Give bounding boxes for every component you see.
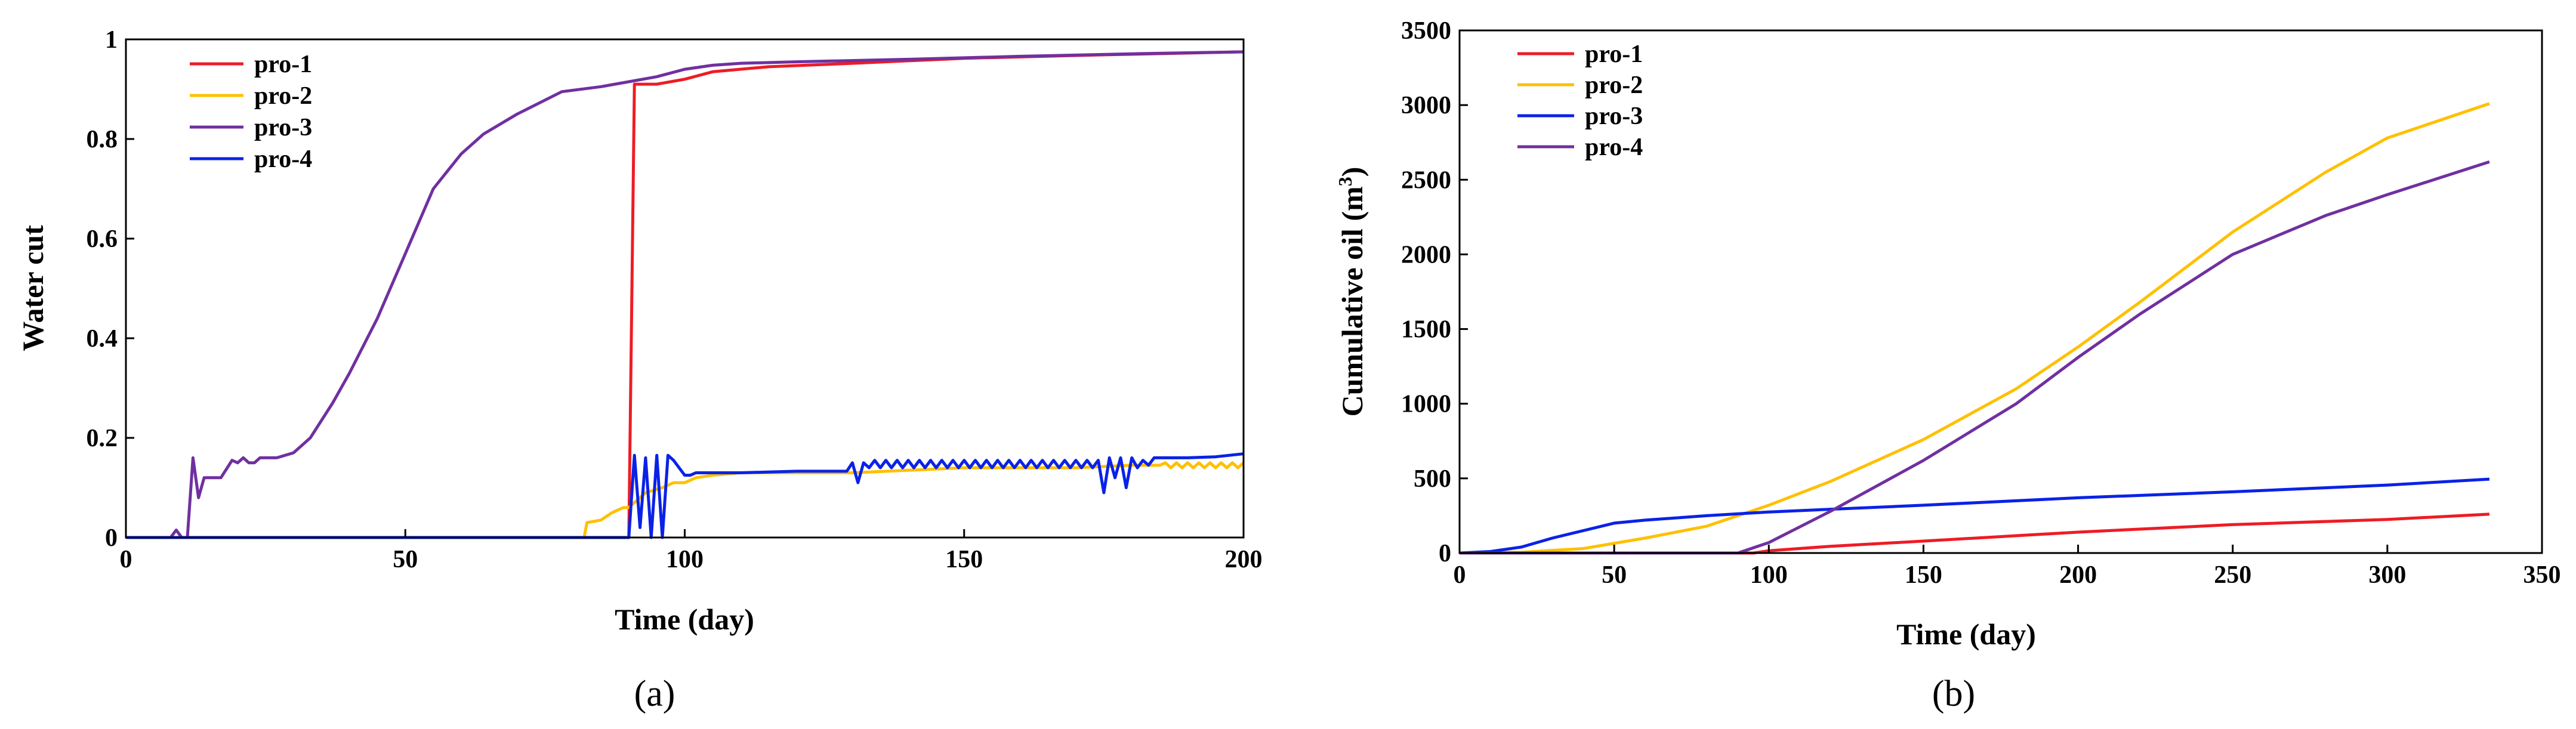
chart-b-legend-label-pro-1: pro-1 xyxy=(1585,41,1643,68)
chart-b-y-tick-label: 3000 xyxy=(1401,92,1451,119)
chart-a-y-tick-label: 0.6 xyxy=(87,226,118,253)
chart-a-y-tick-label: 1 xyxy=(105,26,118,54)
chart-b-legend-label-pro-4: pro-4 xyxy=(1585,134,1643,161)
chart-a-y-tick-label: 0.2 xyxy=(87,425,118,452)
chart-a-series-pro-3-line xyxy=(126,50,1244,539)
chart-a-y-tick-label: 0.8 xyxy=(87,126,118,153)
chart-b-y-axis-label: Cumulative oil (m3) xyxy=(1334,167,1369,417)
chart-b-x-tick-label: 250 xyxy=(2214,561,2251,589)
chart-a-series-lines xyxy=(126,50,1245,539)
chart-b-y-tick-label: 3500 xyxy=(1401,17,1451,45)
chart-a-x-tick-label: 50 xyxy=(393,546,418,573)
chart-b-legend-label-pro-2: pro-2 xyxy=(1585,72,1643,99)
chart-a-x-tick-label: 150 xyxy=(945,546,983,573)
chart-b-y-axis-label-end: ) xyxy=(1335,167,1369,177)
chart-a-panel-label: (a) xyxy=(634,674,675,714)
chart-b-panel-label: (b) xyxy=(1932,674,1975,714)
chart-a-legend: pro-1 pro-2 pro-3 pro-4 xyxy=(190,51,312,173)
chart-a-legend-label-pro-1: pro-1 xyxy=(254,51,312,78)
chart-b-series-pro-2-line xyxy=(1459,102,2490,555)
chart-b-series-pro-4-line xyxy=(1460,160,2490,555)
chart-b: 0 50 100 150 200 250 300 3500500100015002000250… xyxy=(1334,17,2561,714)
chart-a-y-tick-label: 0.4 xyxy=(87,325,118,353)
chart-b-x-tick-label: 0 xyxy=(1454,561,1466,589)
chart-b-y-tick-label: 1500 xyxy=(1401,316,1451,344)
chart-b-x-tick-label: 350 xyxy=(2523,561,2561,589)
chart-a-ticks: 0 50 100 150 200 0 0.2 0.4 0.6 0.8 1 xyxy=(87,26,1263,573)
chart-b-x-tick-label: 50 xyxy=(1602,561,1627,589)
chart-b-legend: pro-1 pro-2 pro-3 pro-4 xyxy=(1517,41,1643,161)
chart-a-series-pro-4-line xyxy=(126,452,1244,539)
chart-a-x-tick-label: 0 xyxy=(120,546,132,573)
chart-b-y-tick-label: 1000 xyxy=(1401,391,1451,418)
chart-a-legend-label-pro-2: pro-2 xyxy=(254,82,312,110)
chart-b-y-axis-label-main: Cumulative oil (m xyxy=(1335,186,1369,416)
chart-a-legend-label-pro-3: pro-3 xyxy=(254,114,312,141)
chart-b-x-tick-label: 200 xyxy=(2059,561,2097,589)
chart-b-x-tick-label: 100 xyxy=(1750,561,1788,589)
chart-a-x-axis-label: Time (day) xyxy=(615,603,754,636)
chart-b-series-lines xyxy=(1459,102,2490,555)
chart-b-x-axis-label: Time (day) xyxy=(1896,617,2036,651)
chart-b-ticks: 0 50 100 150 200 250 300 3500500100015002000250… xyxy=(1401,17,2561,589)
chart-b-y-axis-label-sup: 3 xyxy=(1334,177,1356,186)
chart-a-legend-label-pro-4: pro-4 xyxy=(254,146,312,173)
chart-b-legend-label-pro-3: pro-3 xyxy=(1585,103,1643,130)
chart-b-y-tick-label: 500 xyxy=(1414,465,1451,493)
chart-a-y-tick-label: 0 xyxy=(105,524,118,552)
chart-b-y-tick-label: 2000 xyxy=(1401,241,1451,268)
chart-b-y-tick-label: 2500 xyxy=(1401,166,1451,194)
chart-a-y-axis-label: Water cut xyxy=(16,225,50,351)
chart-b-plot-frame xyxy=(1458,29,2543,554)
chart-a-x-tick-label: 100 xyxy=(666,546,704,573)
chart-b-y-tick-label: 0 xyxy=(1439,540,1451,567)
chart-b-series-pro-3-line xyxy=(1459,477,2490,555)
chart-b-x-tick-label: 150 xyxy=(1905,561,1942,589)
chart-b-x-tick-label: 300 xyxy=(2368,561,2406,589)
chart-a-x-tick-label: 200 xyxy=(1225,546,1263,573)
